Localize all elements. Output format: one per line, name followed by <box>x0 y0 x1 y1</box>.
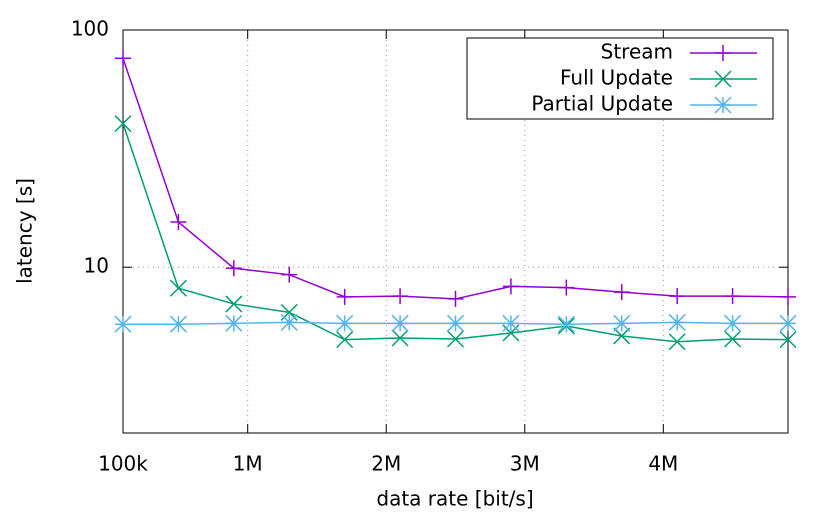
point-marker <box>613 314 631 332</box>
point-marker <box>557 315 575 333</box>
x-tick-label: 4M <box>648 452 678 476</box>
point-marker <box>336 288 353 305</box>
point-marker <box>225 295 243 313</box>
point-marker <box>502 278 519 295</box>
legend-label: Partial Update <box>531 92 673 116</box>
x-tick-label: 2M <box>371 452 401 476</box>
legend-label: Stream <box>601 40 673 64</box>
point-marker <box>336 331 354 349</box>
point-marker <box>225 260 242 277</box>
point-marker <box>668 333 686 351</box>
point-marker <box>281 266 298 283</box>
point-marker <box>669 288 686 305</box>
point-marker <box>115 50 131 67</box>
legend-marker <box>715 45 731 61</box>
point-marker <box>446 330 465 348</box>
series-line <box>122 123 789 343</box>
point-marker <box>225 314 243 332</box>
point-marker <box>724 288 741 305</box>
point-marker <box>391 329 409 347</box>
point-marker <box>336 314 354 332</box>
point-marker <box>668 313 686 331</box>
point-marker <box>447 290 464 307</box>
point-marker <box>170 214 187 231</box>
point-marker <box>613 327 631 345</box>
point-marker <box>169 315 187 333</box>
x-axis-label: data rate [bit/s] <box>376 487 533 511</box>
point-marker <box>779 314 797 332</box>
point-marker <box>392 288 409 305</box>
x-tick-label: 3M <box>510 452 540 476</box>
legend-label: Full Update <box>560 66 673 90</box>
point-marker <box>446 314 465 332</box>
point-marker <box>502 314 520 332</box>
point-marker <box>114 315 132 333</box>
point-marker <box>724 314 742 332</box>
point-marker <box>558 279 575 296</box>
point-marker <box>169 279 187 297</box>
x-tick-label: 100k <box>98 452 148 476</box>
point-marker <box>779 331 797 349</box>
plot-frame <box>122 29 789 434</box>
point-marker <box>114 115 132 133</box>
y-tick-label: 100 <box>71 17 109 41</box>
point-marker <box>724 330 742 348</box>
point-marker <box>613 284 630 301</box>
y-axis-label: latency [s] <box>13 178 37 284</box>
legend-marker <box>714 70 732 88</box>
y-tick-label: 10 <box>84 254 109 278</box>
legend-marker <box>714 96 732 114</box>
point-marker <box>280 313 298 331</box>
point-marker <box>780 288 796 305</box>
x-tick-label: 1M <box>233 452 263 476</box>
point-marker <box>391 314 409 332</box>
